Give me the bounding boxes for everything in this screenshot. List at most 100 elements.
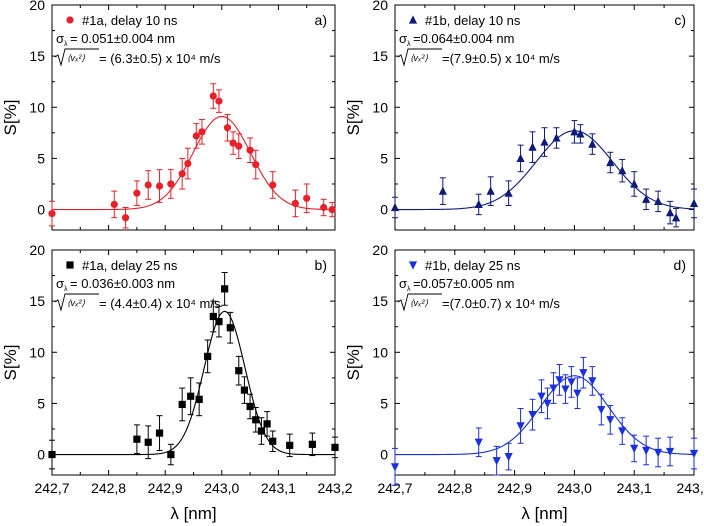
data-point <box>235 367 243 375</box>
data-point <box>110 200 118 209</box>
data-point <box>246 402 254 411</box>
velocity-value: = (4.4±0.4) x 10⁴ m/s <box>99 296 221 311</box>
data-point <box>390 463 400 472</box>
data-point <box>474 199 483 209</box>
data-point <box>528 411 537 420</box>
data-point <box>229 139 237 147</box>
sigma-subscript: λ <box>64 41 68 48</box>
data-point <box>331 443 339 451</box>
sigma-value: = 0.036±0.003 nm <box>70 276 175 291</box>
data-point <box>269 437 277 445</box>
legend-marker <box>66 16 74 24</box>
data-point <box>187 392 195 400</box>
chart-panel-d: 0 5 10 15 20 242,7 242,8 242,9 243,0 243,1 243,2 λ … <box>344 242 704 523</box>
data-point <box>528 142 537 151</box>
data-point <box>178 170 186 178</box>
sqrt-icon <box>54 293 99 312</box>
data-point <box>671 213 681 222</box>
data-point <box>486 186 495 195</box>
velocity-value: = (6.3±0.5) x 10⁴ m/s <box>99 51 221 66</box>
data-point <box>308 440 316 448</box>
data-point <box>588 139 597 148</box>
data-point <box>226 324 234 332</box>
sqrt-icon <box>397 48 442 67</box>
velocity-symbol: ⟨vₓ²⟩ <box>410 298 428 308</box>
data-point <box>540 137 549 146</box>
data-point <box>263 420 271 428</box>
data-point <box>576 129 585 138</box>
x-axis-label: λ [nm] <box>170 504 216 523</box>
data-point <box>144 438 152 446</box>
y-tick-label: 5 <box>380 395 388 411</box>
data-point <box>215 317 223 326</box>
data-point <box>204 352 212 360</box>
data-point <box>606 416 615 425</box>
y-tick-label: 0 <box>380 202 388 218</box>
data-point <box>252 416 260 424</box>
sigma-subscript: λ <box>407 286 411 293</box>
fit-curve <box>52 115 335 211</box>
data-point <box>492 457 501 466</box>
data-point <box>133 189 141 197</box>
y-tick-label: 5 <box>37 150 45 166</box>
sqrt-icon <box>54 48 99 67</box>
data-point <box>543 399 552 409</box>
velocity-value: =(7.9±0.5) x 10⁴ m/s <box>442 51 560 66</box>
legend-marker <box>408 15 418 24</box>
data-point <box>630 179 639 188</box>
data-point <box>654 448 663 458</box>
data-point <box>555 376 564 385</box>
sigma-value: =0.064±0.004 nm <box>413 31 514 46</box>
data-point <box>291 199 299 208</box>
legend-marker <box>408 261 418 270</box>
chart-panel-c: 0 5 10 15 20 S[%] #1b, delay 10 ns c) σ λ =0.064±0… <box>344 0 699 231</box>
y-tick-label: 20 <box>372 0 388 13</box>
panel-tag: c) <box>674 12 686 28</box>
y-axis-label: S[%] <box>344 100 363 136</box>
sigma-symbol: σ <box>399 31 407 46</box>
data-point <box>320 203 328 212</box>
data-point <box>516 422 525 431</box>
data-point <box>537 392 546 401</box>
data-point <box>167 450 175 459</box>
chart-panel-b: 0 5 10 15 20 242,7 242,8 242,9 243,0 243,1 243,2 λ … <box>1 242 353 523</box>
y-tick-label: 20 <box>29 242 45 258</box>
data-point <box>121 214 130 222</box>
data-point <box>184 159 192 168</box>
x-tick-label: 242,8 <box>437 480 472 496</box>
data-point <box>178 400 186 409</box>
data-point <box>642 194 651 203</box>
legend-label: #1a, delay 25 ns <box>82 258 178 273</box>
velocity-symbol: ⟨vₓ²⟩ <box>410 53 428 63</box>
legend-label: #1b, delay 10 ns <box>425 13 521 28</box>
data-point <box>303 194 311 202</box>
sigma-subscript: λ <box>64 286 68 293</box>
data-point <box>215 97 223 105</box>
sigma-subscript: λ <box>407 41 411 48</box>
x-tick-label: 242,8 <box>91 480 126 496</box>
data-point <box>240 386 249 394</box>
data-point <box>155 182 164 190</box>
y-tick-label: 0 <box>37 447 45 463</box>
data-point <box>221 285 229 293</box>
data-point <box>567 378 576 387</box>
y-axis-label: S[%] <box>344 345 363 381</box>
y-tick-label: 10 <box>29 99 45 115</box>
data-point <box>504 452 513 462</box>
data-point <box>252 160 260 169</box>
data-point <box>642 446 651 456</box>
y-tick-label: 10 <box>372 344 388 360</box>
sigma-symbol: σ <box>56 31 64 46</box>
data-point <box>144 181 152 189</box>
y-tick-label: 10 <box>372 99 388 115</box>
y-tick-label: 15 <box>372 48 388 64</box>
data-point <box>257 427 266 435</box>
data-point <box>223 124 232 132</box>
y-axis-label: S[%] <box>1 345 20 381</box>
data-point <box>192 132 200 140</box>
y-tick-label: 5 <box>37 395 45 411</box>
data-point <box>549 384 558 393</box>
data-point <box>133 435 141 443</box>
x-tick-label: 243,2 <box>676 480 704 496</box>
